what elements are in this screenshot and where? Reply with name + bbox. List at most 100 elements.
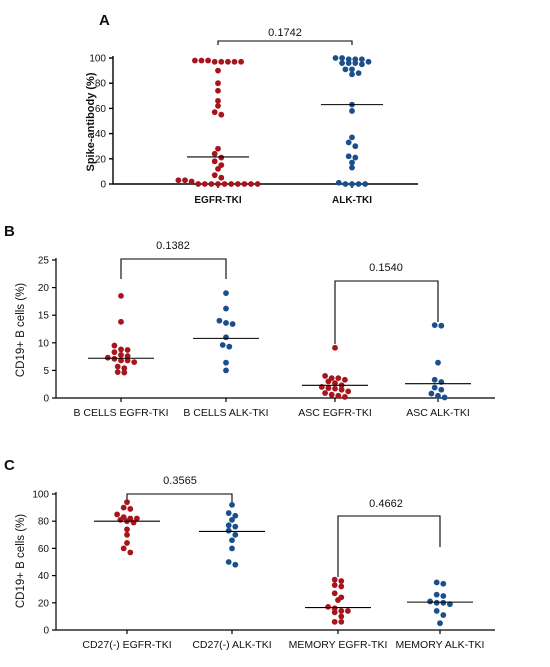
panel-a-xtick-alk: ALK-TKI xyxy=(332,195,372,206)
panel-c-point-g2 xyxy=(338,608,345,614)
panel-c-point-g1 xyxy=(232,512,239,519)
panel-b-point-g0 xyxy=(118,292,124,299)
panel-a-point-g1 xyxy=(359,56,365,63)
panel-b-point-g3 xyxy=(431,322,438,329)
panel-b-point-g2 xyxy=(338,386,345,393)
panel-b-ytick-label: 10 xyxy=(38,338,50,349)
panel-a-pvalue: 0.1742 xyxy=(268,27,302,39)
panel-a-point-g0 xyxy=(211,172,218,179)
panel-b-point-g3 xyxy=(438,322,445,329)
panel-a-point-g0 xyxy=(228,181,235,187)
panel-c-point-g1 xyxy=(225,559,232,565)
panel-a-ytick-label: 80 xyxy=(95,79,107,90)
panel-a-point-g0 xyxy=(221,181,228,187)
panel-b-point-g1 xyxy=(223,320,229,326)
panel-a-point-g0 xyxy=(218,111,225,118)
panel-c-xtick-2: CD27(-) ALK-TKI xyxy=(192,639,271,651)
panel-c-point-g2 xyxy=(345,608,351,614)
panel-c-point-g3 xyxy=(433,599,440,606)
panel-c-point-g0 xyxy=(120,545,127,552)
panel-a-point-g1 xyxy=(349,71,355,78)
panel-b-pvalue-2: 0.1540 xyxy=(369,262,403,274)
panel-b-point-g1 xyxy=(229,321,236,327)
panel-a-point-g1 xyxy=(339,60,345,66)
panel-c-point-g3 xyxy=(440,580,447,587)
panel-c-point-g2 xyxy=(338,578,345,584)
panel-a-point-g0 xyxy=(195,181,202,187)
panel-b-point-g2 xyxy=(332,385,338,392)
panel-c-point-g3 xyxy=(433,608,440,614)
panel-c-point-g2 xyxy=(338,613,345,620)
panel-c-xtick-3: MEMORY EGFR-TKI xyxy=(289,639,388,651)
panel-a-point-g1 xyxy=(349,108,355,114)
panel-a-point-g1 xyxy=(355,70,362,77)
panel-c-point-g2 xyxy=(338,583,345,590)
panel-a-point-g0 xyxy=(234,181,241,187)
panel-b-point-g3 xyxy=(435,392,441,399)
panel-a-point-g0 xyxy=(175,177,182,184)
panel-c-point-g1 xyxy=(232,523,239,530)
panel-a-point-g0 xyxy=(218,58,225,65)
panel-a-ytick-label: 40 xyxy=(95,129,107,140)
panel-a-point-g0 xyxy=(215,181,221,187)
panel-b-point-g2 xyxy=(332,344,338,351)
panel-a-point-g1 xyxy=(339,55,345,61)
panel-a-point-g1 xyxy=(359,61,365,68)
panel-c-ytick-label: 0 xyxy=(43,626,49,637)
panel-b-point-g0 xyxy=(121,365,128,372)
panel-c-point-g0 xyxy=(127,506,134,512)
panel-b-point-g2 xyxy=(335,392,342,399)
panel-a-point-g0 xyxy=(225,58,231,65)
panel-c-ytick-label: 80 xyxy=(38,517,50,528)
panel-a-point-g0 xyxy=(215,145,221,152)
panel-b-bracket xyxy=(334,280,439,344)
panel-c-point-g2 xyxy=(331,605,338,612)
panel-b-point-g0 xyxy=(111,342,118,349)
panel-a-letter: A xyxy=(99,12,110,29)
panel-b-point-g3 xyxy=(428,390,435,397)
panel-b-bracket xyxy=(120,258,227,279)
panel-a-point-g1 xyxy=(349,181,355,187)
panel-c-point-g3 xyxy=(433,591,440,598)
panel-b-point-g3 xyxy=(438,386,445,393)
panel-a-point-g1 xyxy=(349,164,355,171)
panel-a-ytick-label: 100 xyxy=(89,54,106,65)
panel-b-point-g1 xyxy=(223,305,229,312)
panel-a-point-g0 xyxy=(215,97,221,104)
panel-c-point-g0 xyxy=(124,540,130,546)
panel-b-point-g2 xyxy=(325,385,332,391)
panel-b-point-g0 xyxy=(121,369,128,376)
panel-b-point-g0 xyxy=(124,353,131,359)
panel-b-point-g3 xyxy=(431,376,438,383)
panel-a-point-g0 xyxy=(215,67,221,74)
panel-c-point-g3 xyxy=(440,612,447,618)
panel-a-point-g0 xyxy=(208,181,215,187)
panel-c-point-g1 xyxy=(229,545,235,552)
panel-b-point-g2 xyxy=(325,378,332,385)
panel-b-xtick-4: ASC ALK-TKI xyxy=(406,407,470,419)
panel-a-point-g1 xyxy=(362,181,369,187)
panel-a-point-g1 xyxy=(335,179,342,186)
panel-c-point-g1 xyxy=(232,561,239,568)
panel-b-point-g0 xyxy=(118,318,124,325)
panel-c-point-g2 xyxy=(331,618,338,625)
panel-b-point-g0 xyxy=(124,347,131,353)
panel-c-point-g0 xyxy=(130,519,137,526)
panel-c-ytick-label: 100 xyxy=(32,490,49,501)
panel-a-point-g0 xyxy=(215,80,221,87)
panel-a-point-g1 xyxy=(352,143,359,150)
panel-b-letter: B xyxy=(4,223,15,240)
panel-b-point-g2 xyxy=(328,391,335,398)
panel-a-ytick-label: 20 xyxy=(95,154,107,165)
panel-a-point-g0 xyxy=(241,181,248,187)
panel-c-xtick-4: MEMORY ALK-TKI xyxy=(396,639,485,651)
panel-c-point-g1 xyxy=(225,522,232,529)
panel-b-point-g0 xyxy=(114,363,121,370)
panel-b-point-g1 xyxy=(223,367,229,374)
panel-c-point-g0 xyxy=(124,499,130,506)
panel-b-point-g1 xyxy=(226,343,233,350)
panel-b-ytick-label: 25 xyxy=(38,256,50,267)
panel-a-ylabel: Spike-antibody (%) xyxy=(85,72,97,171)
panel-a-point-g0 xyxy=(201,181,208,187)
panel-b-xtick-3: ASC EGFR-TKI xyxy=(298,407,372,419)
